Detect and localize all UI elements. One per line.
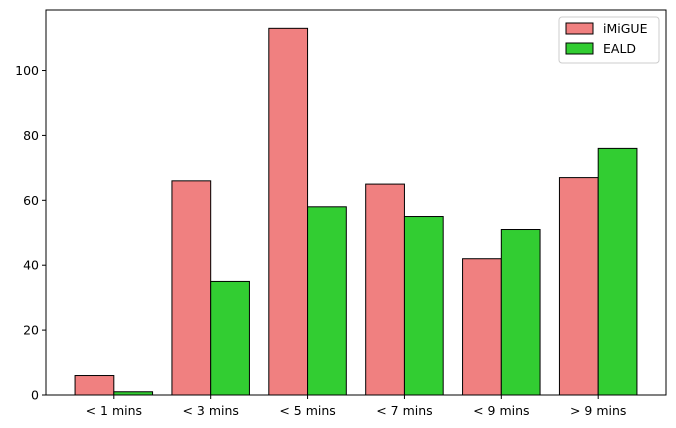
bar-eald-3 — [403, 216, 444, 396]
x-axis: < 1 mins < 3 mins < 5 mins < 7 mins < 9 mins… — [86, 395, 626, 418]
bar-eald-5 — [597, 147, 638, 396]
bar-imigue-1 — [171, 180, 212, 396]
bar-imigue-4 — [462, 258, 502, 396]
y-axis: 0 20 40 60 80 100 — [15, 63, 46, 403]
y-tick-label-4: 80 — [23, 128, 39, 143]
bar-imigue-3 — [365, 183, 405, 396]
bar-imigue-0 — [74, 375, 115, 396]
y-tick-label-0: 0 — [31, 388, 39, 403]
legend-label-1: EALD — [603, 41, 636, 56]
legend-swatch-0 — [565, 22, 594, 35]
x-tick-label-1: < 3 mins — [182, 403, 238, 418]
y-tick-label-2: 40 — [23, 258, 39, 273]
bar-eald-1 — [210, 280, 250, 396]
plot-frame — [45, 9, 667, 396]
y-tick-label-5: 100 — [15, 63, 39, 78]
x-tick-label-2: < 5 mins — [279, 403, 335, 418]
legend-swatch-1 — [565, 42, 594, 55]
x-tick-label-0: < 1 mins — [86, 403, 142, 418]
legend: iMiGUE EALD — [558, 16, 660, 64]
y-tick-label-3: 60 — [23, 193, 39, 208]
bar-imigue-5 — [558, 177, 599, 396]
x-tick-label-3: < 7 mins — [376, 403, 432, 418]
bar-imigue-2 — [268, 27, 309, 396]
bar-eald-2 — [307, 206, 347, 396]
bars-group — [74, 27, 638, 396]
bar-eald-4 — [500, 229, 541, 396]
x-tick-label-4: < 9 mins — [473, 403, 529, 418]
legend-label-0: iMiGUE — [603, 21, 648, 36]
y-tick-label-1: 20 — [23, 323, 39, 338]
x-tick-label-5: > 9 mins — [570, 403, 626, 418]
